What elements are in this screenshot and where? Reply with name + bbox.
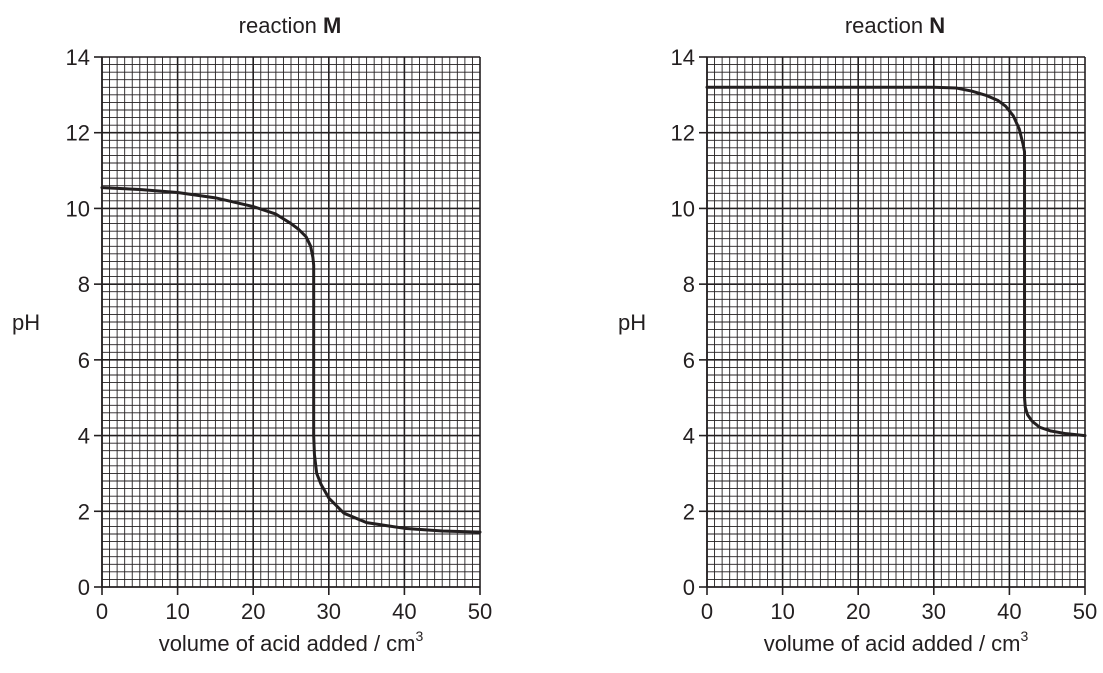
x-axis-label: volume of acid added / cm3 <box>764 628 1029 656</box>
y-tick-label: 12 <box>671 121 695 146</box>
series-line-1 <box>705 85 1087 438</box>
y-tick-label: 2 <box>683 499 695 524</box>
grid <box>101 56 481 588</box>
y-tick-label: 14 <box>671 45 695 70</box>
y-axis-label: pH <box>12 310 40 335</box>
x-tick-label: 30 <box>922 599 946 624</box>
y-tick-label: 6 <box>78 348 90 373</box>
y-tick-label: 4 <box>78 424 90 449</box>
x-tick-label: 0 <box>96 599 108 624</box>
x-tick-label: 20 <box>846 599 870 624</box>
y-tick-label: 10 <box>671 196 695 221</box>
y-axis-label: pH <box>618 310 646 335</box>
x-tick-label: 10 <box>165 599 189 624</box>
x-tick-label: 0 <box>701 599 713 624</box>
grid <box>706 56 1086 588</box>
y-tick-label: 4 <box>683 424 695 449</box>
x-tick-label: 10 <box>770 599 794 624</box>
x-axis-label: volume of acid added / cm3 <box>159 628 424 656</box>
x-tick-label: 40 <box>392 599 416 624</box>
y-tick-label: 8 <box>683 272 695 297</box>
y-tick-label: 0 <box>683 575 695 600</box>
y-tick-label: 0 <box>78 575 90 600</box>
x-tick-label: 50 <box>468 599 492 624</box>
y-tick-label: 12 <box>66 121 90 146</box>
x-tick-label: 30 <box>317 599 341 624</box>
y-tick-label: 8 <box>78 272 90 297</box>
chart-panel-2: 0 10 20 30 40 50 0 2 4 6 8 10 12 14 reaction N pH volume… <box>618 13 1097 656</box>
chart-title: reaction N <box>845 13 945 38</box>
y-tick-label: 2 <box>78 499 90 524</box>
chart-title: reaction M <box>239 13 342 38</box>
y-tick-label: 6 <box>683 348 695 373</box>
y-tick-label: 14 <box>66 45 90 70</box>
y-tick-label: 10 <box>66 196 90 221</box>
x-tick-label: 50 <box>1073 599 1097 624</box>
series-line-1 <box>100 186 482 534</box>
x-tick-label: 20 <box>241 599 265 624</box>
x-tick-label: 40 <box>997 599 1021 624</box>
chart-panel-1: 0 10 20 30 40 50 0 2 4 6 8 10 12 14 reaction M pH volume… <box>12 13 492 656</box>
